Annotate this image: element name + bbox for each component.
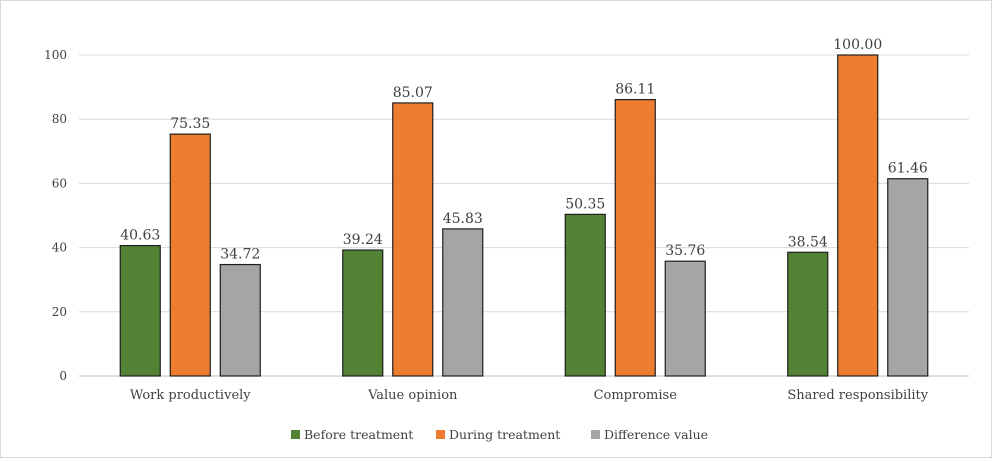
bar-before-treatment xyxy=(342,249,384,377)
bar-during-treatment xyxy=(837,54,879,377)
legend-swatch xyxy=(436,430,445,439)
legend-swatch xyxy=(591,430,600,439)
bar-during-treatment xyxy=(392,102,434,377)
x-category-label: Value opinion xyxy=(367,388,458,403)
data-label: 85.07 xyxy=(393,85,433,101)
y-axis-ticks: 0 20 40 60 80 100 xyxy=(44,48,67,383)
data-label: 61.46 xyxy=(888,161,928,177)
data-label: 75.35 xyxy=(170,116,210,132)
bar-difference-value xyxy=(887,178,929,377)
bar-difference-value xyxy=(219,263,261,377)
y-tick-label: 100 xyxy=(44,48,67,62)
bar-during-treatment xyxy=(169,133,211,377)
bar-before-treatment xyxy=(119,244,161,377)
bar-before-treatment xyxy=(564,213,606,377)
bar-during-treatment xyxy=(614,98,656,377)
legend-label: Before treatment xyxy=(304,427,413,442)
data-label: 100.00 xyxy=(833,37,882,53)
y-tick-label: 0 xyxy=(59,369,67,383)
gridlines xyxy=(79,54,969,377)
data-label: 35.76 xyxy=(665,243,705,259)
legend: Before treatment During treatment Differen… xyxy=(291,427,708,442)
bar-difference-value xyxy=(664,260,706,377)
data-label: 45.83 xyxy=(443,211,483,227)
bar-before-treatment xyxy=(787,251,829,377)
y-tick-label: 40 xyxy=(52,241,67,255)
bars xyxy=(119,54,929,377)
data-label: 86.11 xyxy=(615,82,655,98)
data-label: 40.63 xyxy=(120,228,160,244)
x-category-label: Work productively xyxy=(130,388,251,403)
y-tick-label: 20 xyxy=(52,305,67,319)
x-axis-categories: Work productively Value opinion Compromise… xyxy=(130,388,929,403)
y-tick-label: 60 xyxy=(52,176,67,190)
x-category-label: Compromise xyxy=(594,388,678,403)
data-label: 38.54 xyxy=(788,234,828,250)
x-category-label: Shared responsibility xyxy=(787,388,928,403)
y-tick-label: 80 xyxy=(52,112,67,126)
data-labels: 40.63 75.35 34.72 39.24 85.07 45.83 50.35 86.11… xyxy=(120,37,928,263)
data-label: 34.72 xyxy=(220,247,260,263)
data-label: 50.35 xyxy=(565,196,605,212)
bar-difference-value xyxy=(442,228,484,377)
legend-label: Difference value xyxy=(604,427,708,442)
legend-swatch xyxy=(291,430,300,439)
legend-label: During treatment xyxy=(449,427,560,442)
data-label: 39.24 xyxy=(343,232,383,248)
